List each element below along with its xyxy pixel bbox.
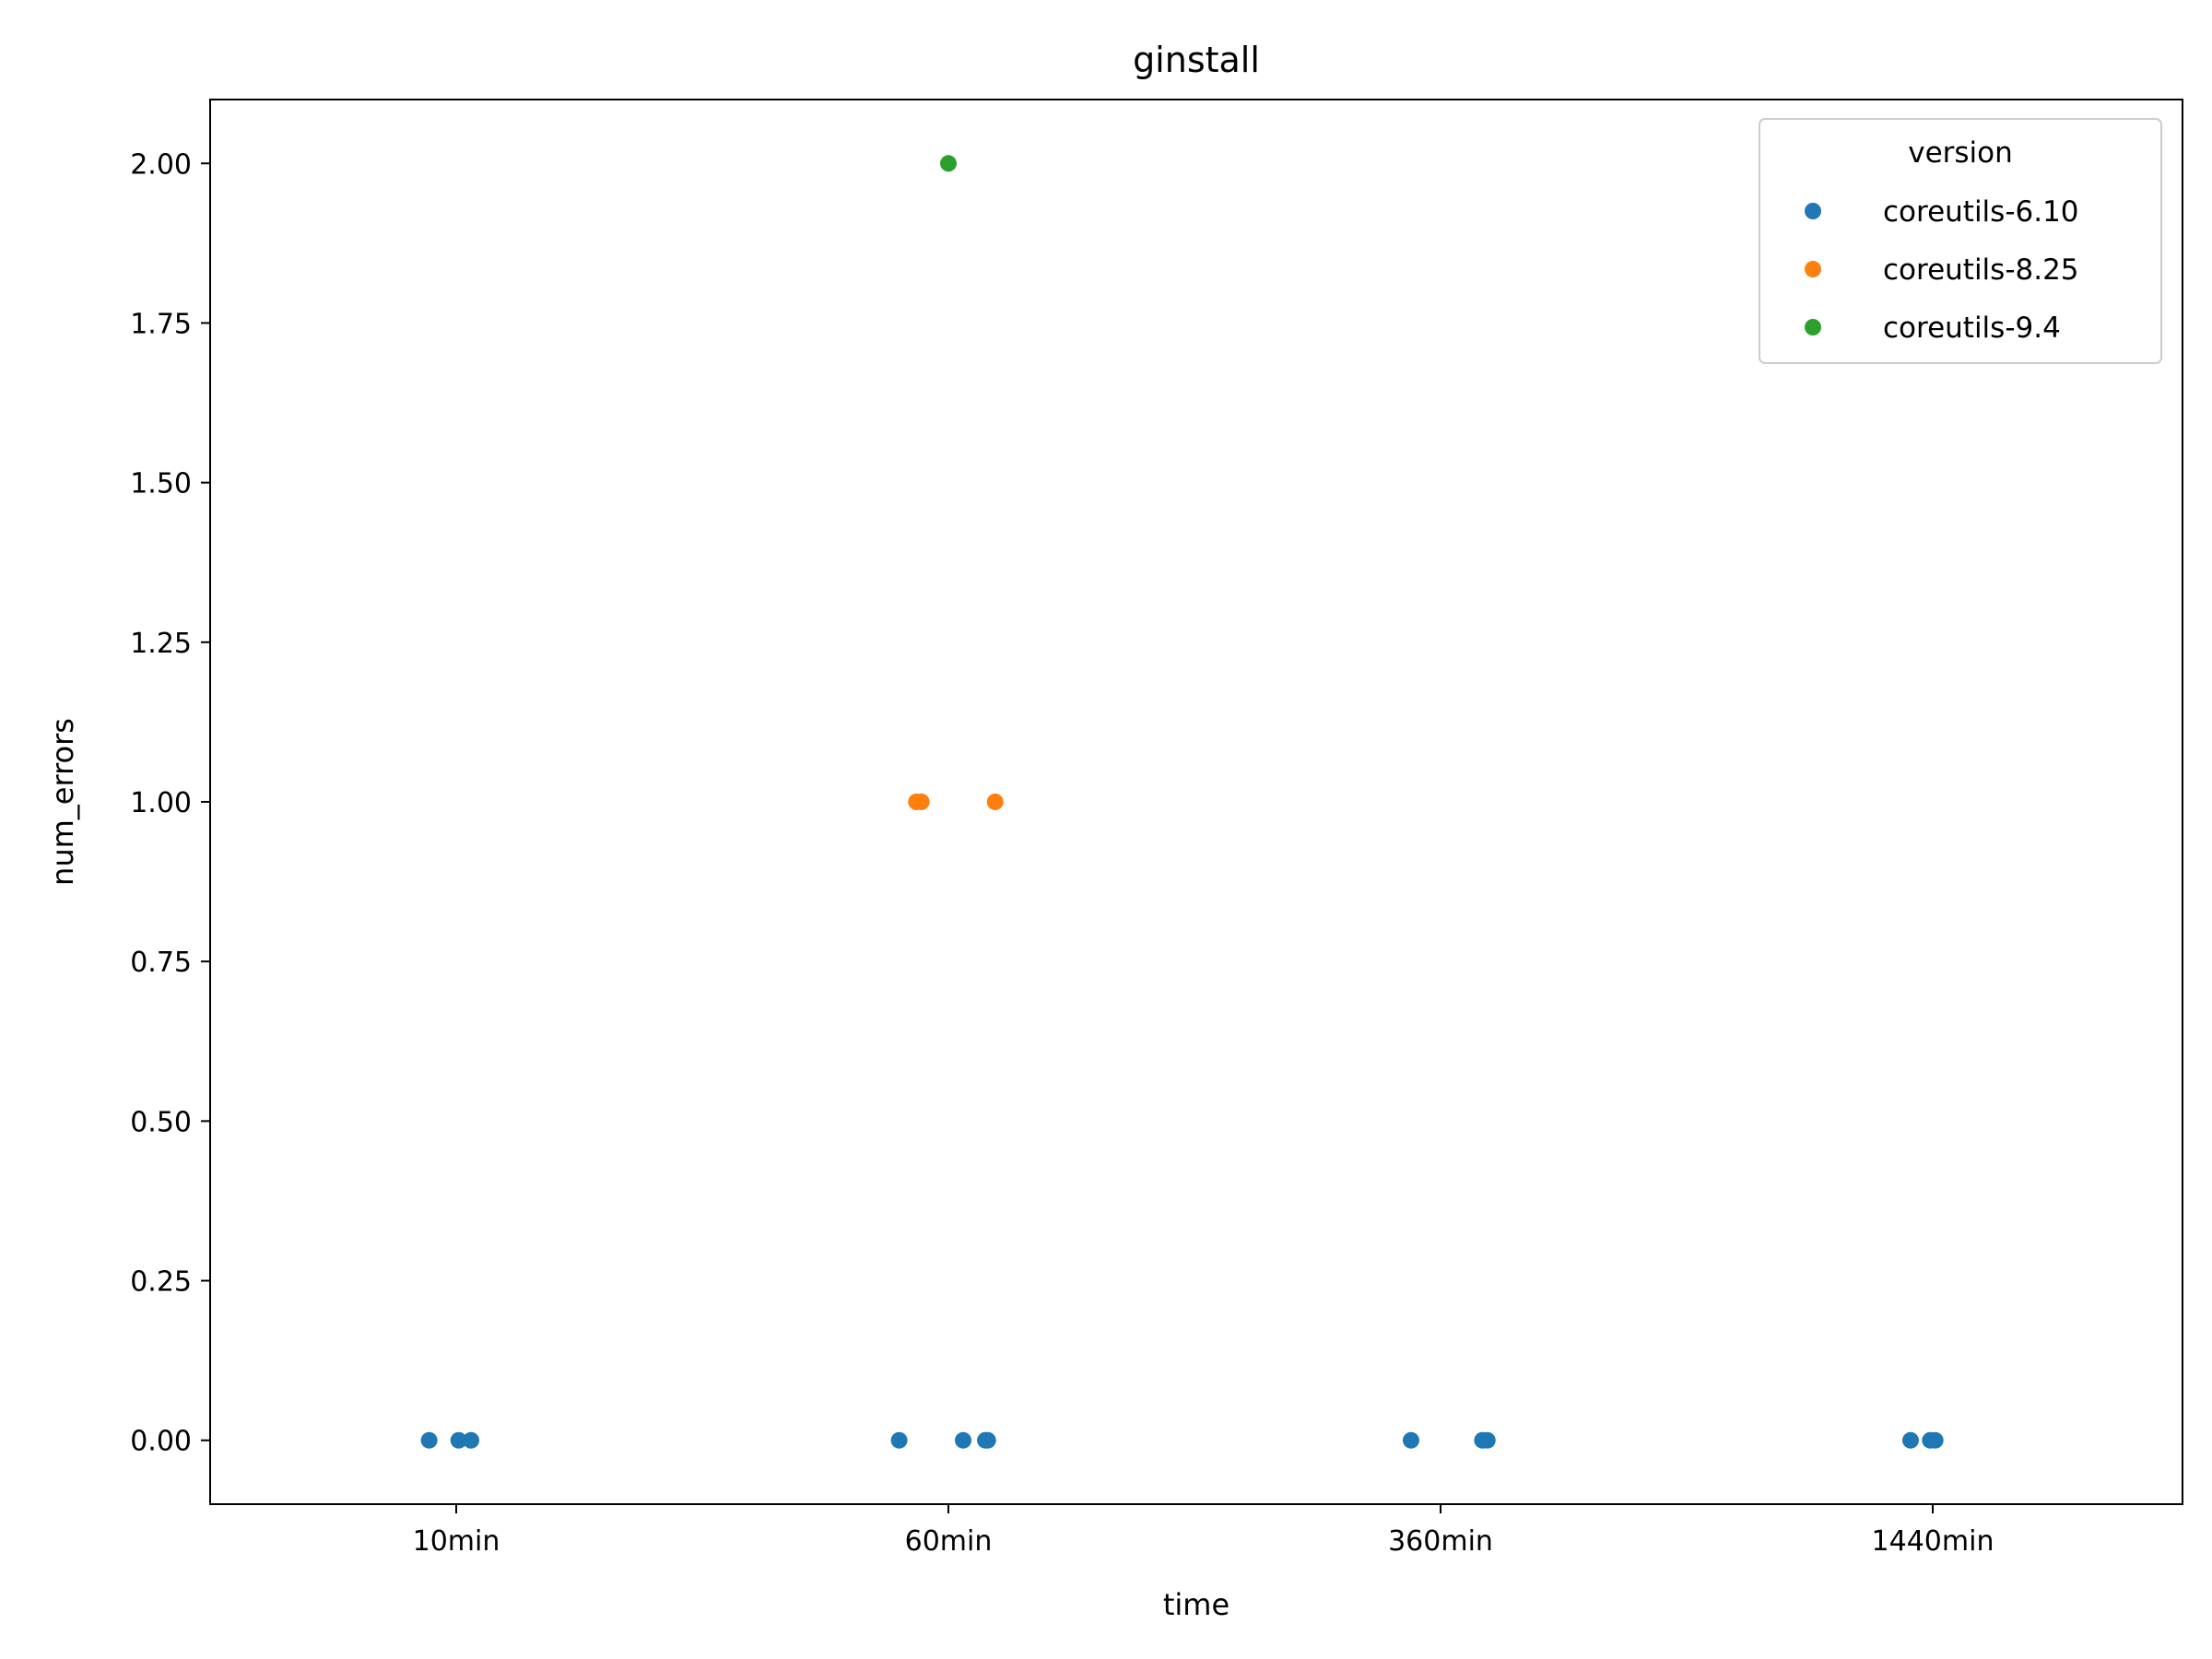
data-point — [1402, 1431, 1419, 1449]
legend-items: coreutils-6.10 coreutils-8.25 coreutils-9.… — [1805, 195, 2079, 345]
chart-title: ginstall — [1133, 40, 1260, 80]
legend-marker — [1805, 203, 1821, 219]
x-axis-label: time — [1163, 1587, 1230, 1622]
legend-label: coreutils-6.10 — [1883, 195, 2079, 229]
x-tick-label: 10min — [413, 1525, 500, 1558]
y-axis-label: num_errors — [45, 718, 80, 886]
data-points — [420, 155, 1944, 1449]
data-point — [450, 1431, 467, 1449]
y-axis: 0.00 0.25 0.50 0.75 1.00 1.25 1.50 1.75 2.00 — [130, 148, 210, 1458]
legend: version coreutils-6.10coreutils-8.25core… — [1759, 118, 2162, 364]
y-tick-label: 1.25 — [130, 628, 192, 660]
y-tick-label: 1.75 — [130, 308, 192, 340]
data-point — [1478, 1431, 1496, 1449]
legend-marker — [1805, 261, 1821, 277]
y-tick-label: 0.50 — [130, 1106, 192, 1138]
legend-label: coreutils-9.4 — [1883, 312, 2061, 345]
legend-label: coreutils-8.25 — [1883, 253, 2079, 287]
x-tick-label: 60min — [905, 1525, 993, 1558]
x-tick-label: 1440min — [1872, 1525, 1994, 1558]
data-point — [979, 1431, 996, 1449]
y-tick-label: 0.00 — [130, 1426, 192, 1458]
y-tick-label: 1.00 — [130, 787, 192, 819]
data-point — [955, 1431, 972, 1449]
data-point — [1901, 1431, 1919, 1449]
y-tick-label: 1.50 — [130, 468, 192, 500]
legend-frame — [1759, 118, 2162, 364]
legend-title: version — [1908, 136, 2013, 170]
data-point — [890, 1431, 908, 1449]
data-point — [986, 794, 1004, 810]
y-tick-label: 0.75 — [130, 947, 192, 979]
data-point — [1926, 1431, 1944, 1449]
data-point — [940, 155, 957, 172]
y-tick-label: 0.25 — [130, 1266, 192, 1299]
x-axis: 10min 60min 360min 1440min — [413, 1504, 1994, 1558]
y-tick-label: 2.00 — [130, 148, 192, 181]
data-point — [912, 794, 930, 810]
x-tick-label: 360min — [1388, 1525, 1493, 1558]
data-point — [463, 1431, 480, 1449]
data-point — [420, 1431, 438, 1449]
plot-frame — [209, 99, 2183, 1505]
legend-marker — [1805, 319, 1821, 335]
